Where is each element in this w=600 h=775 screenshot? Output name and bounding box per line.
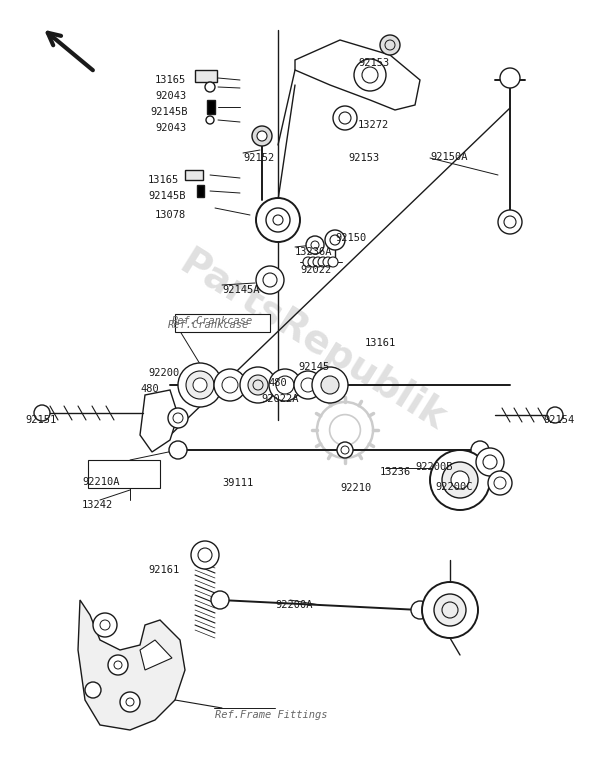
Bar — [88, 460, 160, 488]
Text: 92161: 92161 — [148, 565, 179, 575]
Circle shape — [303, 257, 313, 267]
Circle shape — [547, 407, 563, 423]
Text: Ref.Crankcase: Ref.Crankcase — [168, 320, 249, 330]
Circle shape — [214, 369, 246, 401]
Text: 92210A: 92210A — [82, 477, 119, 487]
Circle shape — [434, 594, 466, 626]
Circle shape — [471, 441, 489, 459]
Polygon shape — [140, 640, 172, 670]
Circle shape — [191, 541, 219, 569]
Text: 92200C: 92200C — [435, 482, 473, 492]
Text: 92154: 92154 — [543, 415, 574, 425]
Polygon shape — [295, 40, 420, 110]
Circle shape — [354, 59, 386, 91]
Text: 92210: 92210 — [340, 483, 371, 493]
Circle shape — [108, 655, 128, 675]
Circle shape — [294, 371, 322, 399]
Text: 92200B: 92200B — [415, 462, 452, 472]
Text: 480: 480 — [268, 378, 287, 388]
Circle shape — [256, 198, 300, 242]
Bar — [175, 314, 270, 332]
Text: 13236A: 13236A — [295, 247, 332, 257]
Circle shape — [422, 582, 478, 638]
Text: 92043: 92043 — [155, 91, 186, 101]
Text: 480: 480 — [140, 384, 159, 394]
Circle shape — [120, 692, 140, 712]
Text: 92151: 92151 — [25, 415, 56, 425]
Circle shape — [240, 367, 276, 403]
Circle shape — [321, 376, 339, 394]
Text: 92145B: 92145B — [148, 191, 185, 201]
Circle shape — [500, 68, 520, 88]
Text: 13161: 13161 — [365, 338, 396, 348]
Circle shape — [206, 116, 214, 124]
Text: 92150: 92150 — [335, 233, 366, 243]
Circle shape — [93, 613, 117, 637]
Text: 13165: 13165 — [148, 175, 179, 185]
Circle shape — [193, 378, 207, 392]
Circle shape — [498, 210, 522, 234]
Bar — [185, 170, 203, 180]
Text: 13236: 13236 — [380, 467, 411, 477]
Circle shape — [273, 215, 283, 225]
Text: 92200A: 92200A — [275, 600, 313, 610]
Circle shape — [205, 82, 215, 92]
Text: 39111: 39111 — [222, 478, 253, 488]
Circle shape — [442, 462, 478, 498]
Circle shape — [313, 257, 323, 267]
Text: 92022: 92022 — [300, 265, 331, 275]
Circle shape — [211, 591, 229, 609]
Circle shape — [308, 257, 318, 267]
Circle shape — [476, 448, 504, 476]
Circle shape — [318, 257, 328, 267]
Text: Ref.Crankcase: Ref.Crankcase — [172, 316, 253, 326]
Circle shape — [451, 471, 469, 489]
Bar — [207, 100, 215, 114]
Circle shape — [362, 67, 378, 83]
Circle shape — [168, 408, 188, 428]
Bar — [195, 70, 217, 82]
Text: 92200: 92200 — [148, 368, 179, 378]
Polygon shape — [140, 390, 178, 452]
Text: 92145A: 92145A — [222, 285, 260, 295]
Circle shape — [325, 230, 345, 250]
Circle shape — [269, 369, 301, 401]
Text: 92043: 92043 — [155, 123, 186, 133]
Circle shape — [380, 35, 400, 55]
Circle shape — [178, 363, 222, 407]
Circle shape — [306, 236, 324, 254]
Text: 92145B: 92145B — [150, 107, 187, 117]
Circle shape — [85, 682, 101, 698]
Circle shape — [257, 131, 267, 141]
Text: 13272: 13272 — [358, 120, 389, 130]
Circle shape — [328, 257, 338, 267]
Text: 92145: 92145 — [298, 362, 329, 372]
Circle shape — [323, 257, 333, 267]
Circle shape — [430, 450, 490, 510]
Circle shape — [169, 441, 187, 459]
Text: 92022A: 92022A — [261, 394, 299, 404]
Circle shape — [488, 471, 512, 495]
Text: 92153: 92153 — [358, 58, 389, 68]
Circle shape — [186, 371, 214, 399]
Text: Ref.Frame Fittings: Ref.Frame Fittings — [215, 710, 328, 720]
Circle shape — [34, 405, 50, 421]
Circle shape — [252, 126, 272, 146]
Text: 13078: 13078 — [155, 210, 186, 220]
Circle shape — [333, 106, 357, 130]
Text: PartsRepublik: PartsRepublik — [172, 243, 452, 439]
Bar — [197, 185, 204, 197]
Text: 92153: 92153 — [348, 153, 379, 163]
Circle shape — [266, 208, 290, 232]
Circle shape — [411, 601, 429, 619]
Circle shape — [312, 367, 348, 403]
Text: 92150A: 92150A — [430, 152, 467, 162]
Text: 13242: 13242 — [82, 500, 113, 510]
Text: 92152: 92152 — [243, 153, 274, 163]
Circle shape — [337, 442, 353, 458]
Circle shape — [256, 266, 284, 294]
Polygon shape — [78, 600, 185, 730]
Text: 13165: 13165 — [155, 75, 186, 85]
Circle shape — [248, 375, 268, 395]
